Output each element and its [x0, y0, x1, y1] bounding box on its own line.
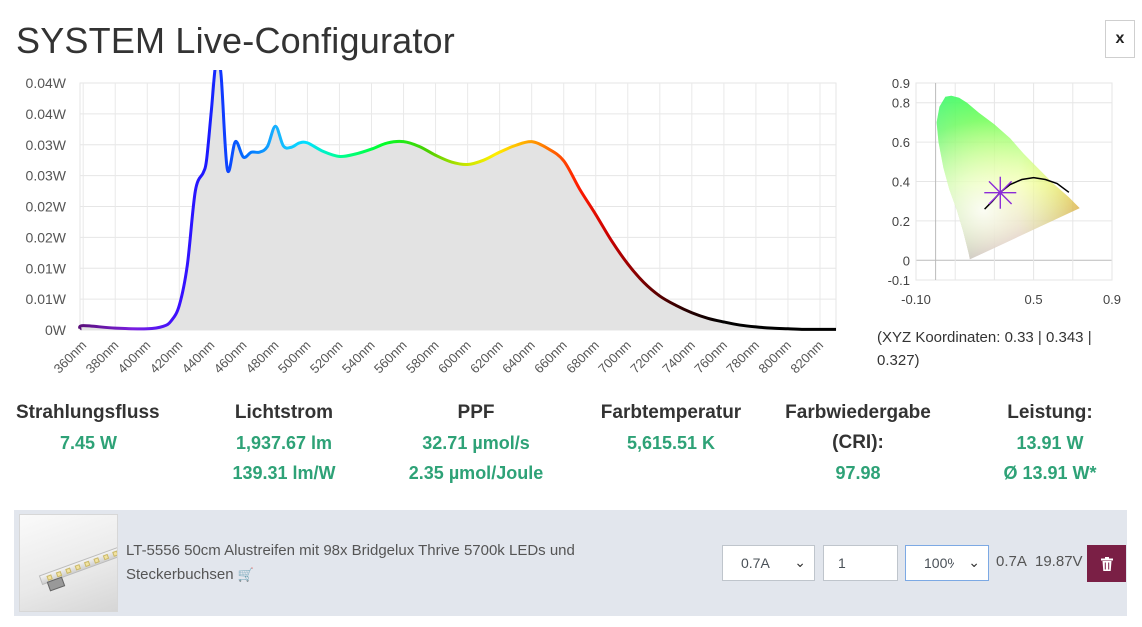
x-tick-label: 640nm [499, 338, 538, 377]
metric-value-secondary: Ø 13.91 W* [1003, 463, 1097, 483]
y-tick-label: 0W [45, 322, 67, 338]
x-tick-label: 620nm [467, 338, 506, 377]
spectrum-line [78, 70, 836, 331]
y-tick-label: 0.03W [26, 137, 67, 153]
y-tick-label: -0.1 [888, 273, 910, 288]
metric-cri: Farbwiedergabe (CRI): 97.98 [772, 398, 944, 488]
y-tick-label: 0.9 [892, 76, 910, 91]
metric-value: 97.98 [835, 463, 881, 483]
metric-label: Strahlungsfluss [16, 402, 160, 423]
x-tick-label: 740nm [659, 338, 698, 377]
x-tick-label: 780nm [723, 338, 762, 377]
x-tick-label: 560nm [371, 338, 410, 377]
x-tick-label: 0.9 [1103, 292, 1121, 307]
x-tick-label: 380nm [83, 338, 122, 377]
x-tick-label: 0.5 [1025, 292, 1043, 307]
metric-label: Leistung: [1007, 402, 1093, 423]
metrics-panel: Strahlungsfluss 7.45 W Lichtstrom 1,937.… [0, 398, 1142, 498]
shopping-cart-icon[interactable]: 🛒 [237, 567, 254, 582]
x-tick-label: 440nm [179, 338, 218, 377]
product-row: LT-5556 50cm Alustreifen mit 98x Bridgel… [14, 510, 1127, 616]
voltage-readout: 19.87V [1035, 553, 1083, 570]
y-tick-label: 0.01W [26, 260, 67, 276]
x-tick-label: 820nm [787, 338, 826, 377]
x-tick-label: 600nm [435, 338, 474, 377]
page-title: SYSTEM Live-Configurator [16, 20, 455, 61]
product-image [19, 514, 118, 612]
metric-power: Leistung: 13.91 W Ø 13.91 W* [975, 398, 1125, 488]
y-tick-label: 0 [903, 253, 910, 268]
marker-ray [988, 180, 1013, 205]
metric-label: Farbtemperatur [600, 402, 742, 423]
metric-value: 13.91 W [1016, 433, 1084, 453]
x-tick-label: 540nm [339, 338, 378, 377]
metric-radiant-flux: Strahlungsfluss 7.45 W [0, 398, 180, 458]
x-tick-label: 580nm [403, 338, 442, 377]
y-tick-label: 0.02W [26, 199, 67, 215]
y-tick-label: 0.02W [26, 229, 67, 245]
x-tick-label: 460nm [211, 338, 250, 377]
metric-value: 32.71 µmol/s [422, 433, 530, 453]
metric-label: PPF [457, 402, 495, 423]
x-tick-label: 760nm [691, 338, 730, 377]
y-tick-label: 0.04W [26, 106, 67, 122]
y-tick-label: 0.6 [892, 135, 910, 150]
metric-value: 7.45 W [60, 433, 118, 453]
current-readout: 0.7A [996, 553, 1027, 570]
xyz-coordinates: (XYZ Koordinaten: 0.33 | 0.343 | 0.327) [877, 329, 1092, 369]
quantity-input[interactable]: 1 [823, 545, 898, 581]
metric-value: 5,615.51 K [626, 433, 716, 453]
y-tick-label: 0.01W [26, 291, 67, 307]
current-select-value: 0.7A [741, 555, 770, 571]
y-tick-label: 0.03W [26, 168, 67, 184]
x-tick-label: 480nm [243, 338, 282, 377]
close-button[interactable]: x [1105, 20, 1135, 58]
metric-value: 1,937.67 lm [235, 433, 333, 453]
metric-color-temperature: Farbtemperatur 5,615.51 K [580, 398, 762, 458]
metric-value-secondary: 2.35 µmol/Joule [408, 463, 544, 483]
current-select[interactable]: 0.7A ⌄ [722, 545, 815, 581]
delete-button[interactable] [1087, 545, 1126, 582]
dimming-select-value: 100% [924, 555, 954, 571]
spectrum-chart: 0W 0.01W 0.01W 0.02W 0.02W 0.03W 0.03W 0.04W 0.0… [26, 70, 837, 377]
chevron-down-icon: ⌄ [968, 554, 980, 570]
x-tick-label: 720nm [627, 338, 666, 377]
x-tick-label: 420nm [147, 338, 186, 377]
cie-chromaticity-chart: 0.9 0.8 0.6 0.4 0.2 0 -0.1 -0.10 0.5 0.9 [888, 76, 1121, 307]
y-tick-label: 0.4 [892, 175, 910, 190]
metric-ppf: PPF 32.71 µmol/s 2.35 µmol/Joule [388, 398, 564, 488]
metric-label: Farbwiedergabe [785, 402, 931, 423]
quantity-value: 1 [838, 555, 846, 571]
x-tick-label: 500nm [275, 338, 314, 377]
x-tick-label: 520nm [307, 338, 346, 377]
x-tick-label: 680nm [563, 338, 602, 377]
y-tick-label: 0.04W [26, 75, 67, 91]
x-tick-label: 660nm [531, 338, 570, 377]
x-tick-label: 400nm [115, 338, 154, 377]
x-tick-label: -0.10 [901, 292, 931, 307]
y-tick-label: 0.8 [892, 96, 910, 111]
product-name: LT-5556 50cm Alustreifen mit 98x Bridgel… [126, 539, 686, 587]
white-point-marker [984, 176, 1017, 209]
dimming-select[interactable]: 100% ⌄ [905, 545, 989, 581]
x-tick-label: 360nm [51, 338, 90, 377]
y-tick-label: 0.2 [892, 214, 910, 229]
metric-luminous-flux: Lichtstrom 1,937.67 lm 139.31 lm/W [200, 398, 368, 488]
x-tick-label: 800nm [755, 338, 794, 377]
spectrum-area [79, 70, 836, 330]
metric-value-secondary: 139.31 lm/W [232, 463, 336, 483]
product-name-text: LT-5556 50cm Alustreifen mit 98x Bridgel… [126, 542, 575, 583]
metric-label: Lichtstrom [234, 402, 334, 423]
trash-icon [1100, 556, 1113, 571]
x-tick-label: 700nm [595, 338, 634, 377]
chevron-down-icon: ⌄ [794, 554, 806, 570]
metric-label-line2: (CRI): [832, 432, 884, 453]
